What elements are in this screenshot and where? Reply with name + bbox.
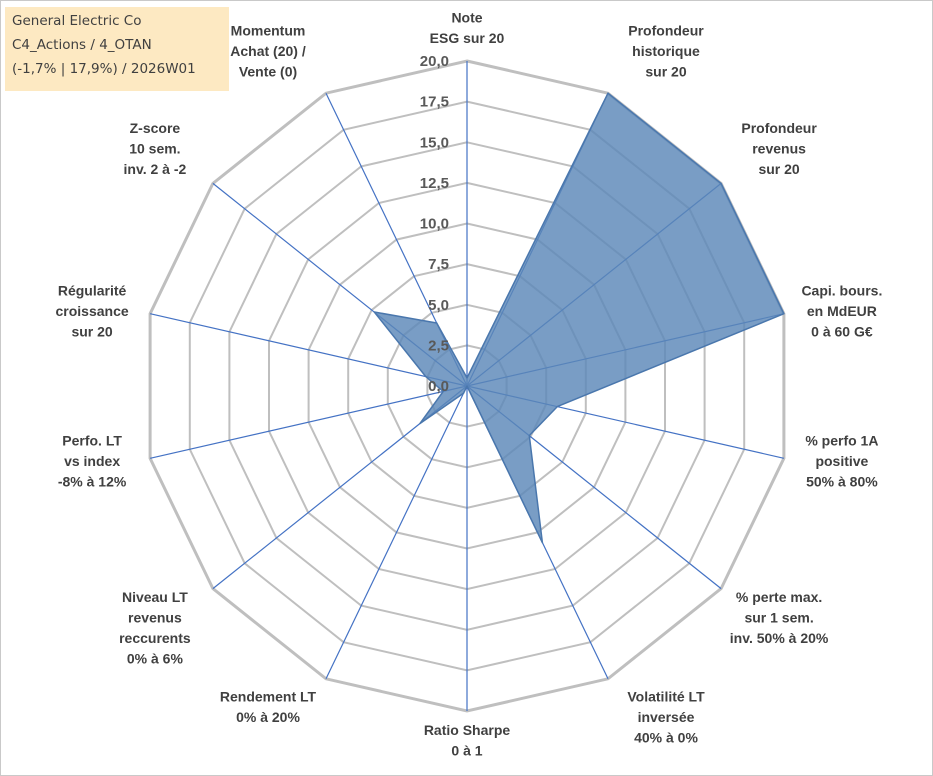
tick-label: 2,5 <box>428 337 449 354</box>
tick-label: 12,5 <box>420 175 449 192</box>
axis-label: Niveau LT revenus reccurents 0% à 6% <box>119 589 191 667</box>
axis-label: Momentum Achat (20) / Vente (0) <box>230 22 306 79</box>
radar-axis-labels: Note ESG sur 20 Profondeur historique sur 20… <box>56 10 883 759</box>
axis-label: Régularité croissance sur 20 <box>56 283 129 340</box>
tick-label: 10,0 <box>420 216 449 233</box>
axis-spoke <box>149 385 468 459</box>
tick-label: 15,0 <box>420 134 449 151</box>
stock-performance-period: (-1,7% | 17,9%) / 2026W01 <box>12 61 196 77</box>
stock-category: C4_Actions / 4_OTAN <box>12 37 152 53</box>
radar-tick-labels: 0,0 2,5 5,0 7,5 10,0 12,5 15,0 17,5 20,0 <box>420 53 449 395</box>
axis-label: Ratio Sharpe 0 à 1 <box>424 722 511 759</box>
tick-label: 17,5 <box>420 94 449 111</box>
tick-label: 7,5 <box>428 256 449 273</box>
axis-label: Rendement LT 0% à 20% <box>220 689 317 726</box>
axis-label: Profondeur historique sur 20 <box>628 22 704 79</box>
radar-series <box>373 92 785 544</box>
tick-label: 0,0 <box>428 378 449 395</box>
axis-label: Note ESG sur 20 <box>430 10 505 47</box>
axis-label: Capi. bours. en MdEUR 0 à 60 G€ <box>801 283 882 340</box>
axis-label: % perfo 1A positive 50% à 80% <box>805 433 878 490</box>
stock-name: General Electric Co <box>12 13 142 29</box>
axis-spoke <box>149 313 468 387</box>
tick-label: 5,0 <box>428 297 449 314</box>
axis-spoke <box>325 385 468 680</box>
stock-info-box: General Electric Co C4_Actions / 4_OTAN … <box>5 7 229 91</box>
axis-label: % perte max. sur 1 sem. inv. 50% à 20% <box>730 589 829 646</box>
tick-label: 20,0 <box>420 53 449 70</box>
axis-label: Profondeur revenus sur 20 <box>741 120 817 177</box>
axis-label: Z-score 10 sem. inv. 2 à -2 <box>124 120 187 177</box>
axis-label: Volatilité LT inversée 40% à 0% <box>627 689 705 746</box>
axis-label: Perfo. LT vs index -8% à 12% <box>58 433 127 490</box>
